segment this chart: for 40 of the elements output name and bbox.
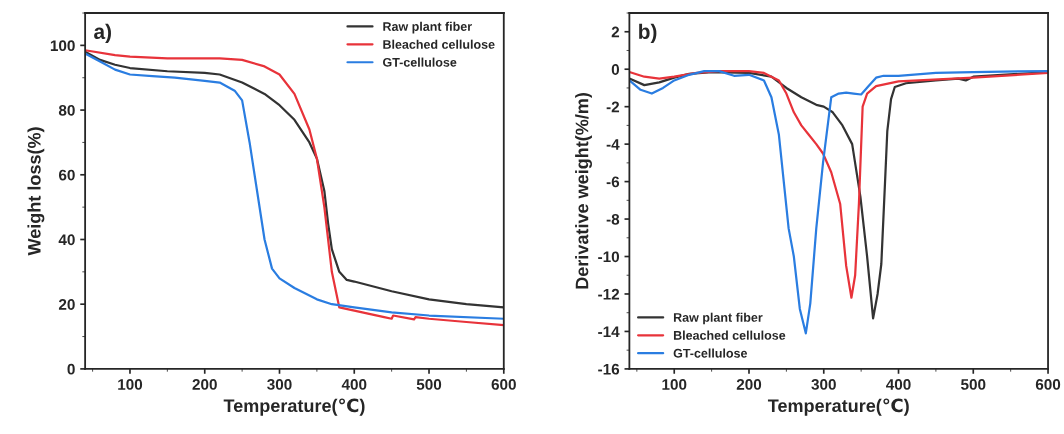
- x-tick-label: 200: [192, 379, 217, 390]
- annotation: a): [94, 23, 111, 44]
- x-tick-label: 600: [491, 379, 516, 390]
- y-tick-label: 0: [611, 64, 620, 75]
- x-tick-label: 300: [267, 379, 292, 390]
- y-tick-label: 60: [58, 169, 75, 181]
- x-axis-title: Temperature(℃): [223, 398, 365, 416]
- x-tick-label: 500: [961, 379, 986, 390]
- x-tick-label: 300: [811, 379, 836, 390]
- y-tick-label: -2: [606, 101, 620, 113]
- legend-label: GT-cellulose: [673, 348, 748, 358]
- y-tick-label: -10: [598, 251, 620, 263]
- y-tick-label: -14: [598, 326, 620, 337]
- y-axis-title: Weight loss(%): [27, 127, 45, 256]
- y-tick-label: -12: [598, 288, 620, 300]
- y-tick-label: 2: [611, 26, 620, 38]
- legend-label: Raw plant fiber: [383, 21, 472, 34]
- y-tick-label: -8: [606, 213, 620, 225]
- y-tick-label: -16: [598, 363, 620, 375]
- y-axis-title: Derivative weight(%/m): [575, 93, 593, 289]
- x-tick-label: 100: [118, 379, 143, 390]
- x-tick-label: 500: [416, 379, 442, 390]
- y-tick-label: -6: [606, 176, 620, 188]
- annotation: b): [639, 23, 657, 44]
- x-tick-label: 100: [662, 379, 687, 390]
- legend-label: Bleached cellulose: [673, 330, 786, 340]
- y-tick-label: 20: [58, 299, 75, 310]
- legend-label: GT-cellulose: [383, 57, 457, 67]
- y-tick-label: 0: [67, 363, 75, 375]
- y-tick-label: 40: [58, 234, 75, 246]
- y-tick-label: -4: [606, 139, 620, 150]
- legend-label: Bleached cellulose: [383, 39, 495, 49]
- x-tick-label: 400: [886, 379, 911, 390]
- x-tick-label: 600: [1035, 379, 1061, 390]
- y-tick-label: 80: [58, 104, 75, 116]
- x-axis-title: Temperature(℃): [767, 398, 909, 416]
- x-tick-label: 400: [341, 379, 367, 390]
- x-tick-label: 200: [736, 379, 762, 390]
- legend-label: Raw plant fiber: [673, 312, 763, 325]
- y-tick-label: 100: [50, 40, 75, 52]
